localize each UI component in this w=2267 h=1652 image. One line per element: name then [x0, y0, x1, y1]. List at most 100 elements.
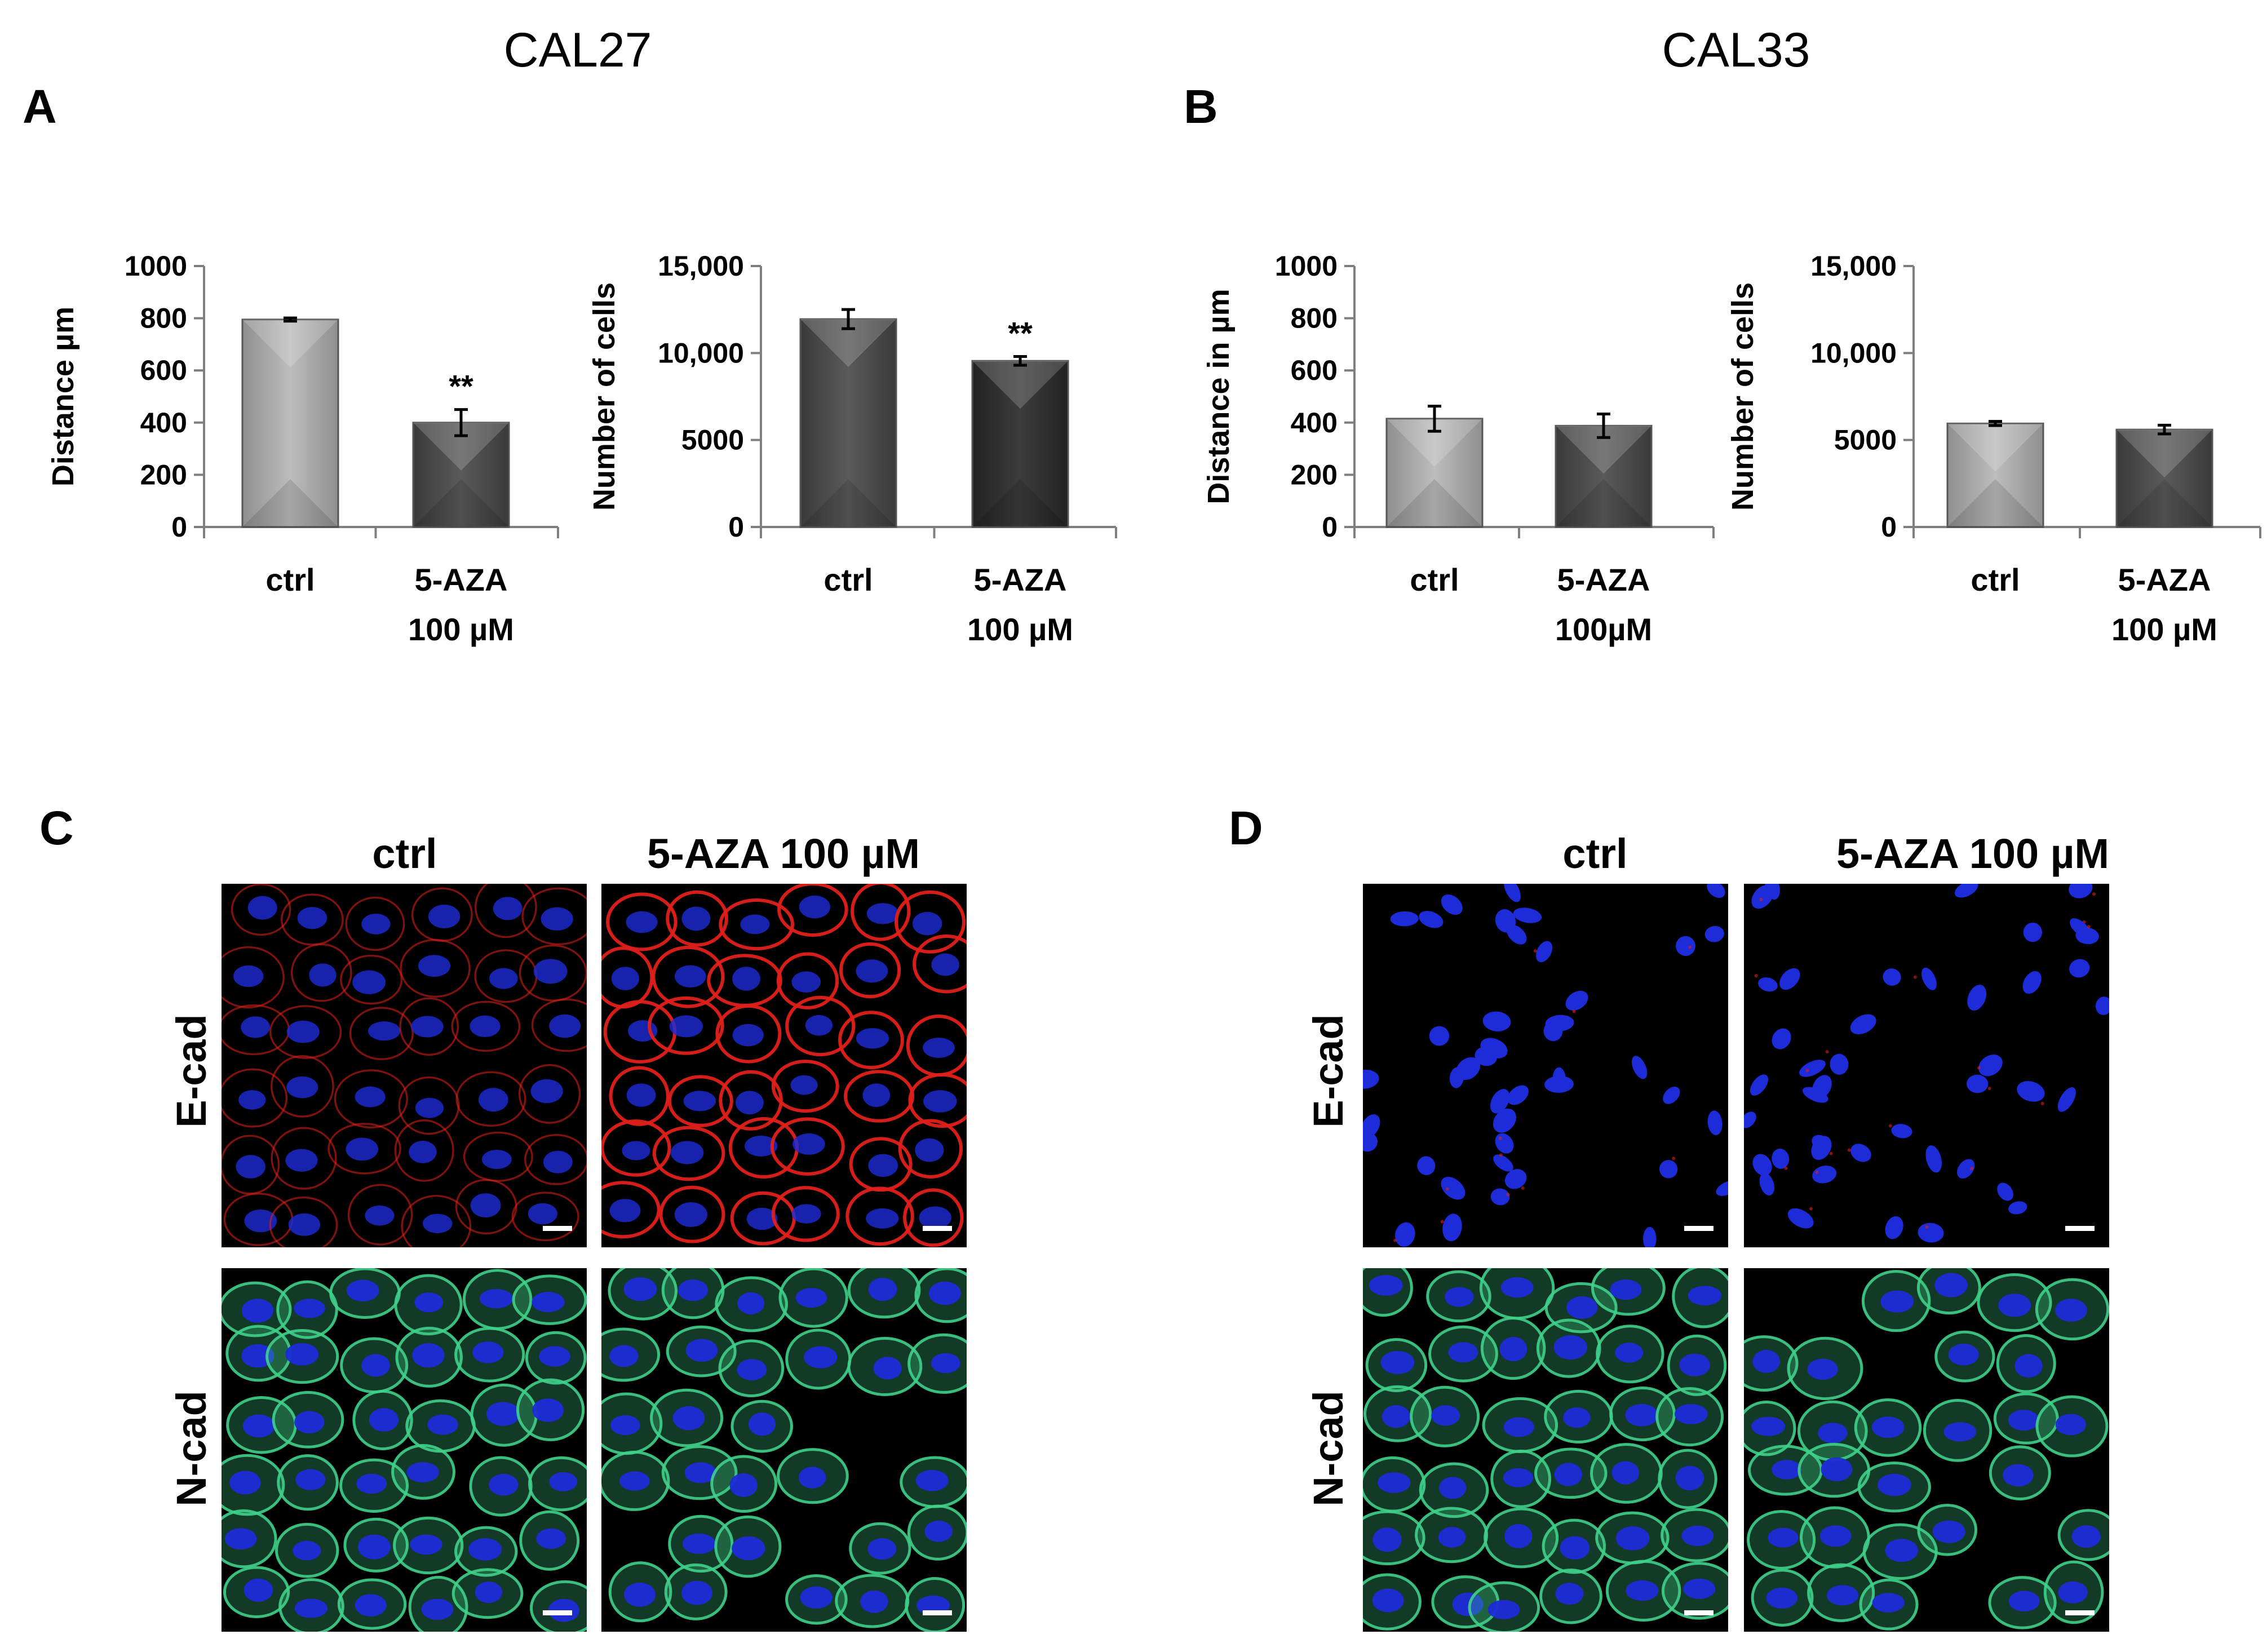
cell-membrane — [907, 1504, 967, 1561]
nucleus — [670, 1141, 704, 1164]
bar-bevel — [1387, 418, 1482, 467]
bar-bevel — [2117, 479, 2212, 527]
nucleus — [682, 1533, 716, 1554]
cell-membrane — [455, 1071, 526, 1127]
nucleus — [1978, 1054, 2003, 1077]
nucleus — [2095, 996, 2109, 1015]
cell-membrane — [352, 1389, 413, 1451]
nucleus — [1811, 1136, 1832, 1160]
cell-membrane — [1744, 1335, 1799, 1392]
nucleus — [1544, 1075, 1574, 1093]
x-category-label: 5-AZA — [2118, 562, 2211, 597]
nucleus — [1819, 1525, 1852, 1547]
cell-membrane — [1415, 1507, 1489, 1564]
cell-membrane — [777, 884, 848, 937]
bar-chart-cal33-cell-count: 0 5000 10,000 15,000 Number of cells ctrl 5-AZ… — [1726, 250, 2261, 647]
nucleus — [732, 1536, 765, 1561]
nucleus — [478, 1088, 508, 1112]
cell-membrane — [1426, 1270, 1491, 1323]
nucleus — [1563, 1407, 1591, 1428]
nucleus — [532, 1291, 565, 1313]
cell-membrane — [1490, 1449, 1552, 1508]
nucleus — [1555, 1583, 1584, 1605]
nucleus — [2055, 1299, 2087, 1322]
cell-membrane — [290, 943, 352, 1002]
cell-membrane — [222, 1454, 285, 1516]
cell-membrane — [451, 1000, 521, 1052]
nucleus — [493, 897, 523, 920]
y-tick-label: 0 — [1322, 511, 1338, 543]
nucleus — [1504, 884, 1521, 902]
nucleus — [1688, 1286, 1722, 1306]
nucleus — [1681, 1525, 1714, 1547]
nucleus — [2071, 1525, 2101, 1548]
nucleus — [1683, 1578, 1716, 1599]
micrograph-d-ncad-treated — [1744, 1268, 2109, 1632]
nucleus — [1431, 1405, 1460, 1426]
cell-membrane — [838, 1011, 904, 1070]
nucleus — [681, 1580, 712, 1605]
nucleus — [286, 1076, 318, 1099]
cell-membrane — [519, 1510, 580, 1571]
cell-membrane — [1744, 1401, 1796, 1456]
nucleus — [1378, 1472, 1411, 1493]
nucleus — [740, 914, 770, 934]
cell-membrane — [845, 1186, 914, 1246]
cell-membrane — [1993, 1392, 2059, 1445]
stain-speck — [1672, 1157, 1676, 1161]
nucleus — [489, 968, 518, 989]
nucleus — [286, 1020, 320, 1043]
nucleus — [346, 1279, 379, 1302]
scale-bar — [543, 1610, 572, 1615]
y-tick-label: 600 — [140, 355, 187, 386]
nucleus — [678, 1279, 709, 1301]
x-category-label: 5-AZA — [974, 562, 1067, 597]
cell-membrane — [1989, 1445, 2051, 1500]
nucleus — [1610, 1279, 1642, 1300]
row-label-c-ecad: E-cad — [168, 1014, 215, 1128]
micrograph-c-ecad-ctrl — [222, 884, 587, 1247]
cell-membrane — [231, 884, 291, 936]
stain-speck — [1572, 1009, 1576, 1013]
nucleus — [475, 1581, 503, 1603]
cell-membrane — [530, 1580, 587, 1632]
stain-speck — [1829, 1151, 1833, 1155]
bar — [1385, 418, 1484, 528]
cell-membrane — [777, 1448, 849, 1504]
cell-membrane — [1996, 1334, 2056, 1393]
nucleus — [1663, 1086, 1680, 1104]
cell-membrane — [907, 1333, 967, 1394]
nucleus — [1536, 941, 1553, 963]
micrograph-background — [1744, 884, 2109, 1247]
nucleus — [409, 1140, 437, 1163]
column-label-d-treated: 5-AZA 100 µM — [1836, 830, 2109, 877]
micrograph-background — [222, 884, 587, 1247]
nucleus — [931, 953, 959, 976]
stain-speck — [1521, 1186, 1525, 1190]
panel-letter-c: C — [39, 801, 74, 854]
nucleus — [674, 1202, 708, 1227]
nucleus — [1390, 911, 1419, 927]
nucleus — [1565, 990, 1588, 1011]
nucleus — [361, 1354, 390, 1377]
nucleus — [1704, 925, 1724, 942]
nucleus — [1382, 1405, 1411, 1428]
stain-speck — [1784, 1166, 1788, 1170]
nucleus — [1499, 1336, 1527, 1362]
nucleus — [732, 967, 760, 991]
y-tick-label: 1000 — [125, 250, 187, 282]
cell-membrane — [276, 1280, 338, 1339]
stain-speck — [1506, 1193, 1510, 1197]
nucleus — [1417, 1156, 1436, 1175]
nucleus — [368, 1021, 401, 1041]
stain-speck — [1888, 1124, 1892, 1128]
cell-membrane — [1544, 1282, 1618, 1334]
cell-membrane — [609, 1066, 670, 1126]
nucleus — [1504, 1169, 1527, 1189]
nucleus — [2008, 1591, 2040, 1612]
nucleus — [1768, 1527, 1799, 1548]
nucleus — [415, 1097, 444, 1118]
y-tick-label: 0 — [728, 511, 744, 543]
y-tick-label: 15,000 — [658, 250, 744, 282]
nucleus — [294, 1411, 325, 1434]
